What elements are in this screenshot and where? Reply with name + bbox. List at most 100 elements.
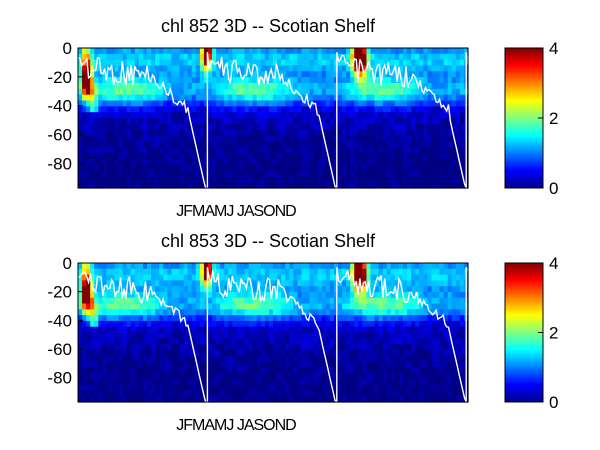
heatmap-cell <box>329 153 335 160</box>
heatmap-cell <box>419 53 424 61</box>
heatmap-cell <box>285 390 290 397</box>
heatmap-cell <box>268 141 274 148</box>
heatmap-cell <box>289 59 294 67</box>
heatmap-cell <box>147 83 152 90</box>
heatmap-cell <box>86 338 91 345</box>
heatmap-cell <box>82 141 87 148</box>
heatmap-cell <box>159 396 164 403</box>
heatmap-cell <box>159 280 164 287</box>
heatmap-cell <box>118 390 124 397</box>
heatmap-cell <box>122 48 128 55</box>
heatmap-cell <box>78 332 83 339</box>
heatmap-cell <box>138 309 144 316</box>
heatmap-cell <box>268 315 274 322</box>
heatmap-cell <box>126 106 132 113</box>
heatmap-cell <box>220 309 225 316</box>
heatmap-cell <box>398 164 404 172</box>
heatmap-cell <box>256 378 262 386</box>
heatmap-cell <box>252 129 258 137</box>
heatmap-cell <box>252 170 258 177</box>
heatmap-cell <box>374 170 380 177</box>
heatmap-cell <box>423 100 428 107</box>
heatmap-cell <box>398 53 404 61</box>
heatmap-cell <box>317 123 323 131</box>
heatmap-cell <box>394 88 400 96</box>
heatmap-cell <box>82 291 87 299</box>
heatmap-cell <box>329 158 335 166</box>
heatmap-cell <box>187 164 193 172</box>
heatmap-cell <box>423 182 428 189</box>
heatmap-cell <box>268 100 274 107</box>
heatmap-cell <box>411 320 416 328</box>
heatmap-cell <box>134 355 140 363</box>
heatmap-cell <box>240 274 246 281</box>
heatmap-cell <box>90 355 95 363</box>
heatmap-cell <box>346 48 351 55</box>
heatmap-cell <box>203 367 209 374</box>
heatmap-cell <box>342 106 347 113</box>
heatmap-cell <box>122 303 128 310</box>
heatmap-cell <box>78 129 83 137</box>
heatmap-cell <box>102 332 108 339</box>
heatmap-cell <box>415 71 420 78</box>
heatmap-cell <box>362 77 368 84</box>
heatmap-cell <box>358 338 363 345</box>
heatmap-cell <box>370 141 376 148</box>
heatmap-cell <box>366 170 372 177</box>
heatmap-cell <box>325 332 331 339</box>
heatmap-cell <box>342 297 347 305</box>
heatmap-cell <box>301 112 307 119</box>
heatmap-cell <box>459 100 465 107</box>
heatmap-cell <box>354 106 359 113</box>
heatmap-cell <box>378 147 384 154</box>
heatmap-cell <box>86 361 91 368</box>
heatmap-cell <box>350 263 355 270</box>
heatmap-cell <box>232 349 238 357</box>
heatmap-cell <box>216 344 221 351</box>
heatmap-cell <box>342 182 347 189</box>
heatmap-cell <box>94 83 99 90</box>
heatmap-cell <box>260 344 266 351</box>
heatmap-cell <box>256 291 262 299</box>
heatmap-cell <box>362 367 368 374</box>
heatmap-cell <box>86 390 91 397</box>
heatmap-cell <box>126 367 132 374</box>
heatmap-cell <box>191 71 197 78</box>
heatmap-cell <box>350 344 355 351</box>
heatmap-cell <box>163 48 168 55</box>
heatmap-cell <box>248 286 254 293</box>
heatmap-cell <box>329 94 335 102</box>
heatmap-cell <box>147 164 152 172</box>
heatmap-cell <box>309 170 315 177</box>
heatmap-cell <box>264 326 270 334</box>
heatmap-cell <box>195 396 201 403</box>
heatmap-cell <box>342 123 347 131</box>
heatmap-cell <box>325 320 331 328</box>
heatmap-cell <box>427 71 433 78</box>
heatmap-cell <box>346 118 351 125</box>
heatmap-cell <box>301 384 307 392</box>
heatmap-cell <box>143 65 148 72</box>
heatmap-cell <box>370 170 376 177</box>
heatmap-cell <box>151 291 156 299</box>
heatmap-cell <box>256 338 262 345</box>
heatmap-cell <box>78 367 83 374</box>
heatmap-cell <box>439 355 445 363</box>
heatmap-cell <box>244 158 250 166</box>
heatmap-cell <box>285 129 290 137</box>
heatmap-cell <box>427 355 433 363</box>
heatmap-cell <box>110 320 116 328</box>
heatmap-cell <box>98 384 103 392</box>
heatmap-cell <box>439 332 445 339</box>
heatmap-cell <box>338 100 343 107</box>
heatmap-cell <box>447 77 453 84</box>
heatmap-cell <box>240 100 246 107</box>
heatmap-cell <box>285 280 290 287</box>
heatmap-cell <box>244 59 250 67</box>
heatmap-cell <box>232 274 238 281</box>
heatmap-cell <box>394 320 400 328</box>
heatmap-cell <box>191 123 197 131</box>
heatmap-cell <box>220 344 225 351</box>
heatmap-cell <box>431 286 437 293</box>
heatmap-cell <box>354 274 359 281</box>
